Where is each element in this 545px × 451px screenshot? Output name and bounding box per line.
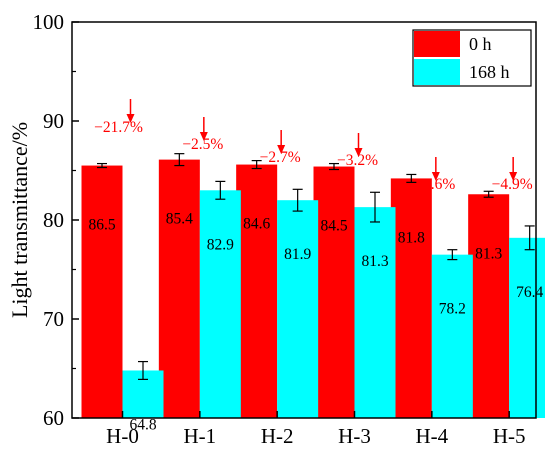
bar-168h-H-1 — [199, 190, 241, 418]
x-tick-label: H-5 — [493, 424, 526, 448]
bar-0h-H-3 — [313, 166, 355, 418]
legend-swatch — [414, 31, 460, 57]
bar-value-label: 81.3 — [361, 253, 388, 270]
change-label: −4.9% — [492, 176, 533, 193]
bar-0h-H-2 — [236, 164, 278, 418]
bar-value-label: 76.4 — [516, 284, 543, 301]
y-tick-label: 100 — [33, 10, 65, 34]
change-label: −21.7% — [94, 119, 143, 136]
bar-value-label: 64.8 — [129, 416, 156, 433]
change-arrow-head — [354, 148, 363, 157]
x-tick-label: H-1 — [183, 424, 216, 448]
legend-entry-label: 0 h — [469, 34, 492, 54]
bar-0h-H-5 — [468, 194, 510, 418]
legend-entry-label: 168 h — [469, 62, 510, 82]
legend-swatch — [414, 59, 460, 85]
y-tick-label: 80 — [43, 208, 64, 232]
bar-168h-H-3 — [354, 207, 396, 418]
change-arrow-head — [431, 172, 440, 181]
change-label: −2.7% — [260, 149, 301, 166]
bar-0h-H-4 — [390, 178, 432, 418]
y-axis-title: Light transmittance/% — [7, 122, 32, 318]
y-tick-label: 70 — [43, 307, 64, 331]
x-tick-label: H-4 — [415, 424, 448, 448]
x-tick-label: H-3 — [338, 424, 371, 448]
bar-value-label: 84.5 — [320, 218, 347, 235]
bar-value-label: 81.9 — [284, 246, 311, 263]
bar-value-label: 81.8 — [398, 229, 425, 246]
change-arrow-head — [509, 172, 518, 181]
change-arrow-head — [277, 145, 286, 154]
bar-value-label: 86.5 — [88, 217, 115, 234]
bar-value-label: 84.6 — [243, 216, 270, 233]
x-tick-label: H-2 — [261, 424, 294, 448]
bar-value-label: 82.9 — [207, 236, 234, 253]
bar-0h-H-0 — [81, 165, 123, 418]
change-arrow-head — [126, 114, 135, 123]
bar-value-label: 81.3 — [475, 245, 502, 262]
change-arrow-head — [199, 132, 208, 141]
bar-value-label: 85.4 — [166, 211, 193, 228]
change-label: −3.6% — [414, 176, 455, 193]
legend: 0 h 168 h — [412, 29, 532, 87]
bar-0h-H-1 — [158, 159, 200, 419]
plot-area: 86.5 85.4 84.6 84.5 81.8 81.3 64.8 82.9 81.9 81.3… — [81, 99, 545, 433]
x-tick-label: H-0 — [106, 424, 139, 448]
bar-value-label: 78.2 — [439, 301, 466, 318]
bar-168h-H-2 — [277, 200, 319, 418]
axes: 60 70 80 90 100 H-0 H-1 H-2 H-3 H-4 H-5 — [33, 10, 526, 448]
y-tick-label: 90 — [43, 109, 64, 133]
bar-168h-H-5 — [509, 237, 545, 418]
y-tick-label: 60 — [43, 406, 64, 430]
change-label: −3.2% — [337, 152, 378, 169]
change-label: −2.5% — [182, 136, 223, 153]
bar-168h-H-4 — [431, 254, 473, 418]
